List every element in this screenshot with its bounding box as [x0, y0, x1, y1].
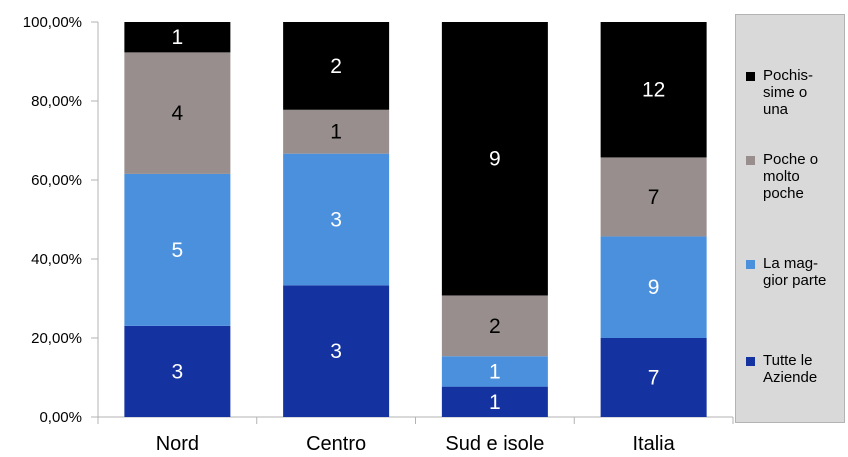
y-tick-label: 20,00%	[31, 330, 82, 347]
data-label: 7	[648, 367, 660, 390]
bar-segment	[600, 22, 707, 158]
legend-label: Poche o molto poche	[763, 151, 819, 202]
bar-segment	[441, 386, 548, 417]
data-label: 3	[330, 340, 342, 363]
bar-segment	[283, 153, 390, 286]
y-tick-label: 60,00%	[31, 172, 82, 189]
data-label: 3	[330, 209, 342, 232]
data-label: 1	[489, 391, 501, 414]
bar-segment	[283, 22, 390, 110]
bar-segment	[441, 356, 548, 387]
bar-segment	[124, 22, 231, 53]
legend-item: La mag- gior parte	[746, 255, 843, 289]
bar-segment	[441, 295, 548, 357]
bar-segment	[283, 109, 390, 154]
bar-segment	[600, 157, 707, 237]
legend-label: Pochis- sime o una	[763, 67, 814, 118]
chart-legend: Pochis- sime o una Poche o molto poche La …	[735, 14, 845, 423]
legend-item: Poche o molto poche	[746, 151, 843, 202]
x-category-label: Sud e isole	[445, 433, 544, 455]
y-tick-label: 40,00%	[31, 251, 82, 268]
data-label: 12	[642, 79, 665, 102]
bar-segment	[283, 285, 390, 417]
data-label: 2	[330, 55, 342, 78]
data-label: 7	[648, 186, 660, 209]
bar-segment	[124, 52, 231, 174]
x-category-label: Centro	[306, 433, 366, 455]
bar-segment	[124, 325, 231, 417]
legend-label: La mag- gior parte	[763, 255, 827, 289]
legend-label: Tutte le Aziende	[763, 352, 818, 386]
data-label: 1	[489, 360, 501, 383]
data-label: 5	[172, 239, 184, 262]
x-category-label: Italia	[633, 433, 676, 455]
data-label: 4	[172, 102, 184, 125]
legend-swatch	[746, 156, 755, 165]
data-label: 1	[330, 121, 342, 144]
legend-item: Pochis- sime o una	[746, 67, 843, 118]
data-label: 9	[489, 148, 501, 171]
data-label: 9	[648, 276, 660, 299]
legend-item: Tutte le Aziende	[746, 352, 843, 386]
bar-segment	[441, 22, 548, 296]
legend-swatch	[746, 72, 755, 81]
bar-segment	[124, 173, 231, 326]
y-tick-label: 80,00%	[31, 93, 82, 110]
x-category-label: Nord	[156, 433, 199, 455]
data-label: 2	[489, 315, 501, 338]
y-tick-label: 100,00%	[23, 14, 82, 31]
data-label: 1	[172, 26, 184, 49]
bar-segment	[600, 338, 707, 417]
data-label: 3	[172, 360, 184, 383]
bar-segment	[600, 236, 707, 338]
legend-swatch	[746, 260, 755, 269]
legend-swatch	[746, 357, 755, 366]
y-tick-label: 0,00%	[39, 409, 82, 426]
